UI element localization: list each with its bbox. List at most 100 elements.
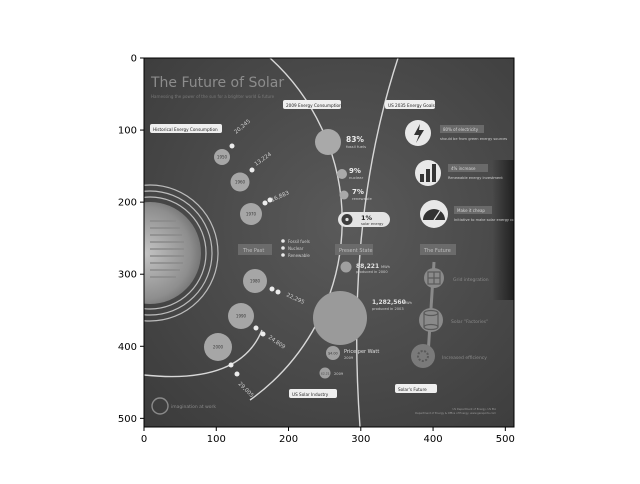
solar-industry: 88,221 MWh produced in 2000 1,282,560 MW… [313,261,412,379]
image-subtitle: Harnessing the power of the sun for a br… [151,94,275,99]
x-tick-label: 0 [141,434,147,445]
year-bubble-2000 [204,333,232,361]
lightning-icon [414,124,424,143]
y-axis: 0 100 200 300 400 500 [118,54,144,425]
sun-text-lines [150,220,184,278]
bar-chart-icon [420,164,436,182]
solar-dot [345,217,349,222]
bubble-price-1 [326,346,340,360]
x-tick-label: 100 [207,434,226,445]
label-past-bg [238,244,272,255]
consumption-2009: 83% fossil fuels 9% nuclear 7% renewable… [315,129,390,227]
image-background [144,58,514,427]
year-bubble-1990 [228,303,254,329]
label-industry: US Solar Industry [292,392,329,397]
legend-renewable: Renewable [288,253,310,258]
x-tick-label: 500 [496,434,515,445]
label-present-bg [335,244,373,255]
industry-2000-note: produced in 2000 [356,270,388,274]
sun-ring-inner [144,196,207,310]
sun [144,184,219,322]
year-dot [229,143,235,149]
factory-icon [423,309,439,331]
price-2-value: $2.21 [321,372,330,376]
goal-3-badge-bg [454,206,492,214]
pct-solar-label: solar energy [361,222,384,226]
goal-2-badge: 4% increase [451,166,476,171]
future-item-1: Grid integration [453,277,489,283]
legend-nuclear: Nuclear [288,246,304,251]
future-item-2: Solar "Factories" [451,319,488,325]
label-2009-bg [283,100,341,109]
pct-solar: 1% [361,214,373,222]
year-dot [262,200,268,206]
label-historical: Historical Energy Consumption [153,127,218,132]
price-2-year: 2009 [334,372,344,376]
price-label: Price per Watt [344,349,379,355]
orbit-arc-lower [144,329,263,378]
y-tick-label: 400 [118,342,137,353]
footer: imagination at work US Department of Ene… [151,397,497,415]
goal-3-badge: Make it cheap [457,208,485,213]
efficiency-icon-circle [411,344,435,368]
pct-nuclear: 9% [349,167,361,175]
year-bubble-1980 [243,269,267,293]
gauge-needle [433,210,441,221]
year-dot [260,331,266,337]
year-bubble-1970 [240,203,262,225]
goal-1-text: should be from green energy sources [440,137,507,141]
year-dot [253,325,259,331]
image-title: The Future of Solar [150,75,284,91]
y-tick-label: 200 [118,198,137,209]
bubble-fossil [315,129,341,155]
future-items: Grid integration Solar "Factories" Incre… [411,261,489,368]
legend-fossil: Fossil fuels [288,239,310,244]
bubble-2000 [340,261,352,273]
goal-1-badge: 80% of electricity [443,127,479,132]
pct-fossil: 83% [346,135,364,144]
factory-icon-circle [419,308,443,332]
x-tick-label: 400 [424,434,443,445]
price-1-year: 2009 [344,356,354,360]
pct-fossil-label: fossil fuels [346,144,366,149]
label-solars-future-bg [395,384,437,393]
industry-2003-note: produced in 2003 [372,307,404,311]
past-legend: Fossil fuels Nuclear Renewable [281,239,310,258]
year-dot [228,362,234,368]
year-dot [269,286,275,292]
footer-source-1: US Department of Energy, US EIA [453,407,497,411]
grid-icon [427,271,441,285]
y-tick-label: 300 [118,270,137,281]
x-tick-label: 300 [351,434,370,445]
historical-years: 195020,245196013,224197016,883198022,295… [204,118,306,399]
year-dot [249,167,255,173]
year-dot [267,197,273,203]
sun-ring-middle [144,190,213,316]
year-label-1960: 1960 [235,180,246,185]
image-edge-shade [492,160,514,300]
label-future: The Future [423,248,451,254]
y-tick-label: 100 [118,126,137,137]
label-historical-bg [150,124,222,133]
bubble-2003 [313,291,367,345]
bubble-renewable [339,190,349,200]
goal-2-text: Renewable energy investment [448,176,503,180]
footer-brand: imagination at work [171,404,216,410]
year-dot [275,289,281,295]
pct-renewable-label: renewable [352,196,372,201]
x-tick-label: 200 [279,434,298,445]
industry-2003-unit: MWh [403,301,412,305]
year-label-1950: 1950 [217,155,228,160]
price-1-value: $4.00 [328,352,338,356]
year-label-1990: 1990 [236,314,247,319]
image-content: The Future of Solar Harnessing the power… [144,58,541,427]
label-solars-future: Solar's Future [398,387,427,392]
industry-2000-value: 88,221 [356,263,379,270]
label-2009: 2009 Energy Consumption [286,103,342,108]
axes-frame [143,57,515,428]
pct-renewable: 7% [352,188,364,196]
goal-3-text: Initiative to make solar energy cost com… [454,218,541,222]
y-tick-label: 500 [118,414,137,425]
footer-source-2: Department of Energy & Office of Energy,… [415,411,496,415]
